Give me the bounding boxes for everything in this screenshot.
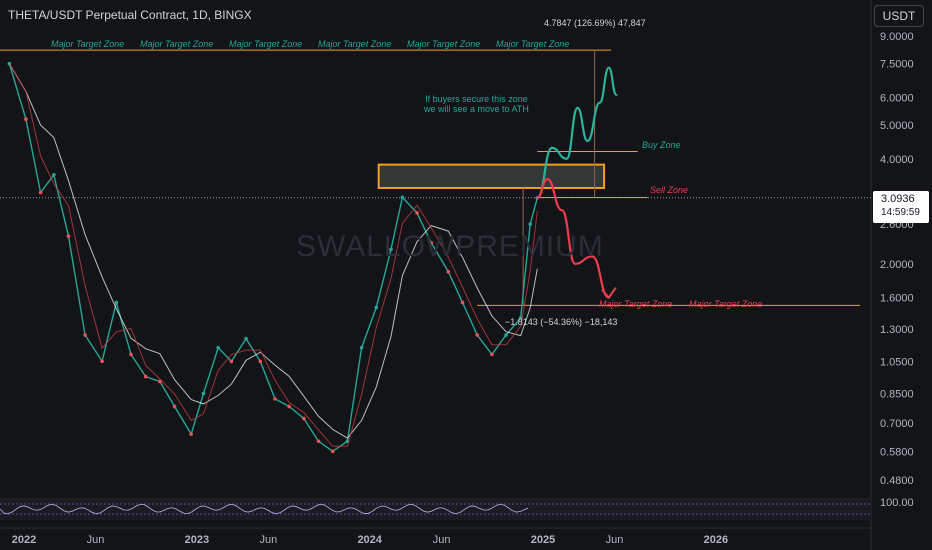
y-tick-label-4: 4.0000 bbox=[880, 154, 914, 166]
x-tick-label-2: 2023 bbox=[185, 534, 209, 546]
bullish-projection-curve bbox=[536, 66, 618, 199]
y-tick-label-3: 5.0000 bbox=[880, 120, 914, 132]
price-point-16 bbox=[244, 336, 248, 341]
price-point-28 bbox=[415, 211, 419, 215]
price-point-18 bbox=[273, 397, 277, 401]
price-point-6 bbox=[100, 359, 104, 364]
major-target-label-bottom-2: Major Target Zone bbox=[689, 299, 763, 309]
x-tick-label-0: 2022 bbox=[12, 534, 36, 546]
bearish-projection-curve bbox=[536, 177, 610, 299]
chart-title: THETA/USDT Perpetual Contract, 1D, BINGX bbox=[8, 8, 252, 22]
last-price-value: 3.0936 bbox=[881, 193, 915, 205]
y-tick-label-12: 0.7000 bbox=[880, 418, 914, 430]
price-point-7 bbox=[114, 300, 119, 305]
price-point-4 bbox=[66, 234, 71, 239]
major-target-label-top-1: Major Target Zone bbox=[51, 39, 125, 49]
buyers-note-line1: If buyers secure this zone bbox=[425, 94, 528, 104]
ma-fast-line bbox=[8, 63, 538, 447]
price-point-17 bbox=[258, 359, 263, 364]
buyers-note: If buyers secure this zone we will see a… bbox=[424, 94, 529, 114]
major-target-label-top-3: Major Target Zone bbox=[229, 39, 303, 49]
major-target-label-top-2: Major Target Zone bbox=[140, 39, 214, 49]
price-point-25 bbox=[374, 305, 379, 310]
price-point-33 bbox=[490, 352, 494, 357]
price-point-15 bbox=[229, 359, 234, 364]
buyers-note-line2: we will see a move to ATH bbox=[424, 104, 529, 114]
price-point-9 bbox=[143, 374, 148, 379]
measure-down-label: −1.8143 (−54.36%) −18,143 bbox=[505, 317, 618, 327]
price-point-2 bbox=[38, 190, 43, 195]
price-point-14 bbox=[216, 345, 220, 350]
y-tick-label-11: 0.8500 bbox=[880, 388, 914, 400]
price-point-12 bbox=[189, 432, 193, 436]
major-target-label-bottom-1: Major Target Zone bbox=[599, 299, 673, 309]
price-point-22 bbox=[330, 449, 335, 454]
y-tick-label-0: 9.0000 bbox=[880, 31, 914, 43]
x-tick-label-5: Jun bbox=[433, 534, 451, 546]
price-point-32 bbox=[475, 333, 479, 337]
price-point-20 bbox=[302, 416, 306, 421]
y-tick-label-10: 1.0500 bbox=[880, 356, 914, 368]
y-tick-label-2: 6.0000 bbox=[880, 92, 914, 104]
price-point-26 bbox=[389, 247, 393, 252]
buy-zone-label: Buy Zone bbox=[642, 140, 681, 150]
price-line bbox=[8, 63, 538, 452]
major-target-label-top-5: Major Target Zone bbox=[407, 39, 481, 49]
y-tick-label-13: 0.5800 bbox=[880, 446, 914, 458]
price-point-30 bbox=[446, 269, 451, 274]
major-target-label-top-6: Major Target Zone bbox=[496, 39, 570, 49]
x-tick-label-1: Jun bbox=[87, 534, 105, 546]
bearish-arrowhead bbox=[601, 287, 617, 300]
x-tick-label-8: 2026 bbox=[704, 534, 728, 546]
price-point-5 bbox=[83, 333, 87, 337]
bar-countdown: 14:59:59 bbox=[881, 207, 920, 218]
price-point-36 bbox=[528, 222, 533, 226]
price-point-29 bbox=[429, 240, 434, 245]
x-tick-label-7: Jun bbox=[606, 534, 624, 546]
price-point-24 bbox=[359, 345, 364, 350]
y-tick-label-1: 7.5000 bbox=[880, 59, 914, 71]
watermark: SWALLOWPREMIUM bbox=[296, 230, 604, 263]
sell-zone-label: Sell Zone bbox=[650, 185, 689, 195]
y-tick-label-14: 0.4800 bbox=[880, 475, 914, 487]
price-point-3 bbox=[52, 172, 56, 177]
measure-up-label: 4.7847 (126.69%) 47,847 bbox=[544, 18, 646, 28]
y-tick-label-9: 1.3000 bbox=[880, 324, 914, 336]
x-tick-label-3: Jun bbox=[259, 534, 277, 546]
ma-slow-line bbox=[8, 63, 538, 439]
oscillator-tick-label: 100.00 bbox=[880, 497, 914, 509]
price-point-1 bbox=[24, 117, 28, 121]
price-point-13 bbox=[201, 391, 206, 396]
price-point-19 bbox=[287, 404, 291, 409]
price-point-34 bbox=[504, 333, 508, 337]
last-price-badge: 3.0936 14:59:59 bbox=[873, 191, 929, 223]
x-tick-label-4: 2024 bbox=[357, 534, 382, 546]
major-target-label-top-4: Major Target Zone bbox=[318, 39, 392, 49]
supply-zone-box bbox=[377, 163, 606, 189]
x-tick-label-6: 2025 bbox=[531, 534, 555, 546]
currency-button[interactable]: USDT bbox=[874, 5, 924, 27]
price-point-8 bbox=[129, 352, 133, 357]
y-tick-label-8: 1.6000 bbox=[880, 293, 914, 305]
oscillator-line bbox=[0, 503, 529, 515]
price-point-31 bbox=[460, 300, 465, 305]
price-point-21 bbox=[316, 439, 321, 444]
price-point-11 bbox=[172, 404, 177, 409]
y-tick-label-7: 2.0000 bbox=[880, 259, 914, 271]
price-point-27 bbox=[400, 195, 405, 200]
